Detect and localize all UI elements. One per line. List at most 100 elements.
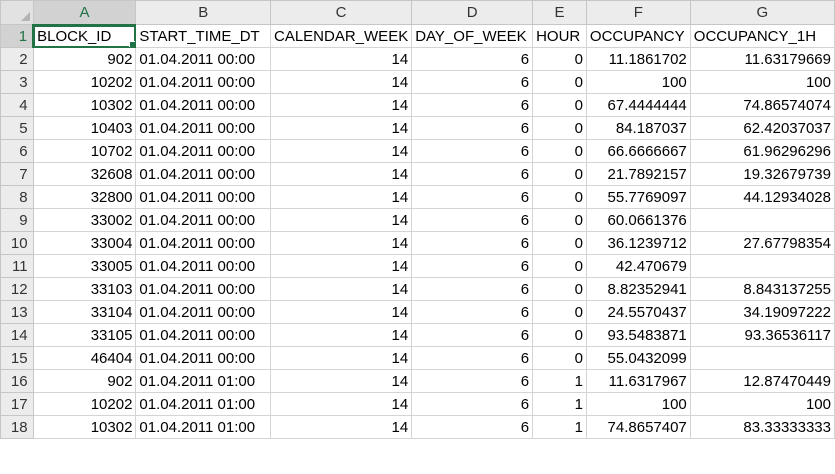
- cell-f16[interactable]: 11.6317967: [585, 369, 691, 393]
- cell-b6[interactable]: 01.04.2011 00:00: [135, 139, 271, 163]
- cell-a8[interactable]: 32800: [32, 185, 137, 209]
- cell-g11[interactable]: [689, 254, 835, 278]
- column-header-d[interactable]: D: [411, 0, 534, 25]
- cell-d7[interactable]: 6: [411, 162, 534, 186]
- row-header[interactable]: 1: [0, 24, 35, 48]
- cell-b1[interactable]: START_TIME_DT: [135, 24, 271, 48]
- cell-d12[interactable]: 6: [411, 277, 534, 301]
- cell-f17[interactable]: 100: [585, 392, 691, 416]
- column-header-e[interactable]: E: [532, 0, 587, 25]
- cell-b4[interactable]: 01.04.2011 00:00: [135, 93, 271, 117]
- cell-c16[interactable]: 14: [269, 369, 413, 393]
- cell-a7[interactable]: 32608: [32, 162, 137, 186]
- cell-a5[interactable]: 10403: [32, 116, 137, 140]
- cell-c6[interactable]: 14: [269, 139, 413, 163]
- cell-f5[interactable]: 84.187037: [585, 116, 691, 140]
- cell-e6[interactable]: 0: [532, 139, 587, 163]
- cell-b8[interactable]: 01.04.2011 00:00: [135, 185, 271, 209]
- cell-d16[interactable]: 6: [411, 369, 534, 393]
- cell-b12[interactable]: 01.04.2011 00:00: [135, 277, 271, 301]
- cell-a13[interactable]: 33104: [32, 300, 137, 324]
- cell-a10[interactable]: 33004: [32, 231, 137, 255]
- cell-a12[interactable]: 33103: [32, 277, 137, 301]
- cell-f13[interactable]: 24.5570437: [585, 300, 691, 324]
- row-header[interactable]: 8: [0, 185, 34, 209]
- column-header-a[interactable]: A: [32, 0, 137, 26]
- cell-g6[interactable]: 61.96296296: [689, 139, 835, 163]
- cell-c8[interactable]: 14: [269, 185, 413, 209]
- row-header[interactable]: 17: [0, 392, 34, 416]
- cell-f15[interactable]: 55.0432099: [585, 346, 691, 370]
- row-header[interactable]: 14: [0, 323, 34, 347]
- cell-a6[interactable]: 10702: [32, 139, 137, 163]
- cell-d13[interactable]: 6: [411, 300, 534, 324]
- cell-d17[interactable]: 6: [411, 392, 534, 416]
- cell-f3[interactable]: 100: [585, 70, 691, 94]
- select-all-button[interactable]: [0, 0, 34, 25]
- cell-a2[interactable]: 902: [32, 47, 137, 71]
- cell-d2[interactable]: 6: [411, 47, 534, 71]
- cell-c11[interactable]: 14: [269, 254, 413, 278]
- cell-d3[interactable]: 6: [411, 70, 534, 94]
- cell-a11[interactable]: 33005: [32, 254, 137, 278]
- cell-b13[interactable]: 01.04.2011 00:00: [135, 300, 271, 324]
- row-header[interactable]: 13: [0, 300, 34, 324]
- cell-e15[interactable]: 0: [532, 346, 587, 370]
- spreadsheet-grid[interactable]: A B C D E F G 1 BLOCK_ID START_TIME_DT CALE…: [0, 0, 835, 439]
- cell-d6[interactable]: 6: [411, 139, 534, 163]
- cell-f6[interactable]: 66.6666667: [585, 139, 691, 163]
- cell-a15[interactable]: 46404: [32, 346, 137, 370]
- cell-e9[interactable]: 0: [532, 208, 587, 232]
- cell-c15[interactable]: 14: [269, 346, 413, 370]
- cell-f14[interactable]: 93.5483871: [585, 323, 691, 347]
- cell-e18[interactable]: 1: [532, 415, 587, 439]
- cell-g7[interactable]: 19.32679739: [689, 162, 835, 186]
- cell-e16[interactable]: 1: [532, 369, 587, 393]
- cell-e3[interactable]: 0: [532, 70, 587, 94]
- row-header[interactable]: 9: [0, 208, 34, 232]
- cell-c4[interactable]: 14: [269, 93, 413, 117]
- row-header[interactable]: 3: [0, 70, 34, 94]
- cell-e7[interactable]: 0: [532, 162, 587, 186]
- cell-a17[interactable]: 10202: [32, 392, 137, 416]
- cell-b2[interactable]: 01.04.2011 00:00: [135, 47, 271, 71]
- cell-g3[interactable]: 100: [689, 70, 835, 94]
- cell-a16[interactable]: 902: [32, 369, 137, 393]
- cell-b14[interactable]: 01.04.2011 00:00: [135, 323, 271, 347]
- cell-d11[interactable]: 6: [411, 254, 534, 278]
- cell-b10[interactable]: 01.04.2011 00:00: [135, 231, 271, 255]
- row-header[interactable]: 6: [0, 139, 34, 163]
- fill-handle[interactable]: [129, 41, 135, 47]
- cell-d10[interactable]: 6: [411, 231, 534, 255]
- row-header[interactable]: 12: [0, 277, 34, 301]
- cell-c17[interactable]: 14: [269, 392, 413, 416]
- cell-a3[interactable]: 10202: [32, 70, 137, 94]
- cell-f1[interactable]: OCCUPANCY: [585, 24, 691, 48]
- row-header[interactable]: 7: [0, 162, 34, 186]
- cell-g16[interactable]: 12.87470449: [689, 369, 835, 393]
- cell-b15[interactable]: 01.04.2011 00:00: [135, 346, 271, 370]
- cell-b7[interactable]: 01.04.2011 00:00: [135, 162, 271, 186]
- cell-c3[interactable]: 14: [269, 70, 413, 94]
- cell-e5[interactable]: 0: [532, 116, 587, 140]
- cell-b18[interactable]: 01.04.2011 01:00: [135, 415, 271, 439]
- cell-f11[interactable]: 42.470679: [585, 254, 691, 278]
- cell-f8[interactable]: 55.7769097: [585, 185, 691, 209]
- cell-g15[interactable]: [689, 346, 835, 370]
- cell-f18[interactable]: 74.8657407: [585, 415, 691, 439]
- cell-d1[interactable]: DAY_OF_WEEK: [411, 24, 534, 48]
- cell-c5[interactable]: 14: [269, 116, 413, 140]
- cell-f12[interactable]: 8.82352941: [585, 277, 691, 301]
- cell-f9[interactable]: 60.0661376: [585, 208, 691, 232]
- cell-f2[interactable]: 11.1861702: [585, 47, 691, 71]
- cell-a4[interactable]: 10302: [32, 93, 137, 117]
- cell-g2[interactable]: 11.63179669: [689, 47, 835, 71]
- cell-e12[interactable]: 0: [532, 277, 587, 301]
- cell-d18[interactable]: 6: [411, 415, 534, 439]
- cell-b16[interactable]: 01.04.2011 01:00: [135, 369, 271, 393]
- cell-e8[interactable]: 0: [532, 185, 587, 209]
- cell-d15[interactable]: 6: [411, 346, 534, 370]
- cell-g8[interactable]: 44.12934028: [689, 185, 835, 209]
- cell-b17[interactable]: 01.04.2011 01:00: [135, 392, 271, 416]
- row-header[interactable]: 2: [0, 47, 34, 71]
